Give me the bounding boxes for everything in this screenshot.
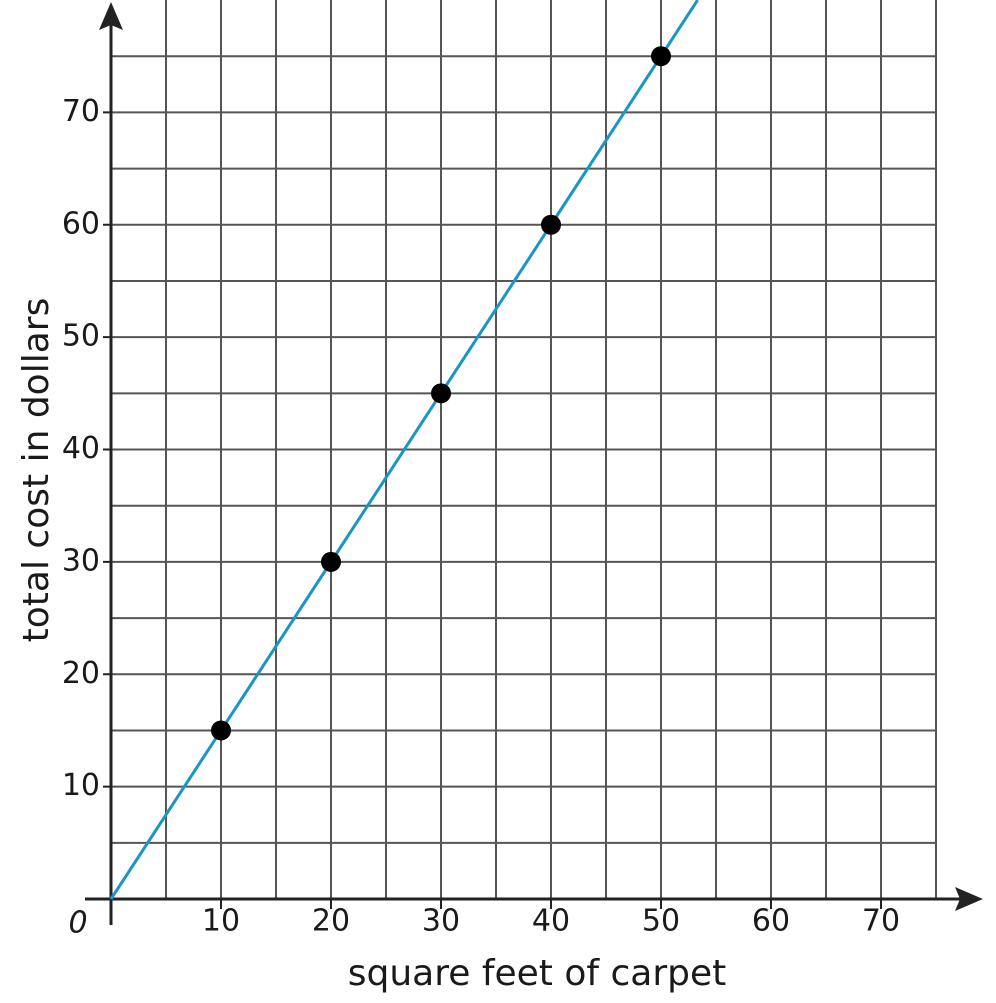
y-tick-label: 10 <box>62 768 100 803</box>
y-tick-label: 30 <box>62 543 100 578</box>
point <box>211 720 231 741</box>
x-tick-label: 60 <box>752 904 790 939</box>
y-tick-label: 60 <box>62 206 100 241</box>
y-tick-label: 40 <box>62 431 100 466</box>
x-tick-label: 70 <box>862 904 900 939</box>
x-tick-label: 50 <box>642 904 680 939</box>
x-axis-arrow <box>955 887 983 911</box>
line-extension <box>659 0 699 58</box>
point <box>541 214 561 235</box>
line-extension <box>109 729 223 900</box>
x-tick-label: 20 <box>312 904 350 939</box>
marks <box>109 0 699 900</box>
point <box>651 46 671 67</box>
y-axis-arrow <box>99 2 123 30</box>
y-tick-label: 70 <box>62 94 100 129</box>
grid <box>85 0 983 925</box>
point <box>431 383 451 404</box>
point <box>321 551 341 572</box>
y-tick-label: 20 <box>62 656 100 691</box>
x-tick-label: 10 <box>202 904 240 939</box>
y-axis-label: total cost in dollars <box>16 298 57 643</box>
y-tick-label: 50 <box>62 319 100 354</box>
x-axis-label: square feet of carpet <box>348 953 727 994</box>
x-tick-label: 30 <box>422 904 460 939</box>
origin-label: 0 <box>68 906 87 941</box>
x-tick-label: 40 <box>532 904 570 939</box>
